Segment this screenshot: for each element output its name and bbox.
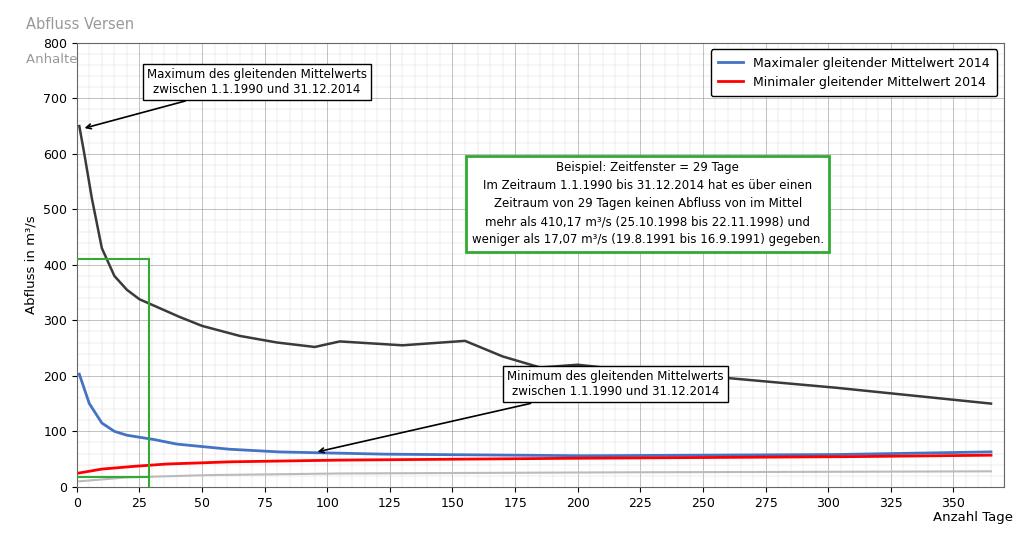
Text: Abfluss Versen: Abfluss Versen	[26, 17, 134, 32]
Text: Anhaltend niedriger und hoher Abfluss 1990 bis 2014: Anhaltend niedriger und hoher Abfluss 19…	[26, 53, 384, 66]
Text: Beispiel: Zeitfenster = 29 Tage
Im Zeitraum 1.1.1990 bis 31.12.2014 hat es über : Beispiel: Zeitfenster = 29 Tage Im Zeitr…	[472, 161, 824, 246]
Text: Minimum des gleitenden Mittelwerts
zwischen 1.1.1990 und 31.12.2014: Minimum des gleitenden Mittelwerts zwisc…	[319, 370, 724, 453]
Legend: Maximaler gleitender Mittelwert 2014, Minimaler gleitender Mittelwert 2014: Maximaler gleitender Mittelwert 2014, Mi…	[711, 49, 997, 96]
Text: Maximum des gleitenden Mittelwerts
zwischen 1.1.1990 und 31.12.2014: Maximum des gleitenden Mittelwerts zwisc…	[86, 67, 368, 129]
X-axis label: Anzahl Tage: Anzahl Tage	[933, 511, 1013, 524]
Y-axis label: Abfluss in m³/s: Abfluss in m³/s	[25, 216, 38, 314]
